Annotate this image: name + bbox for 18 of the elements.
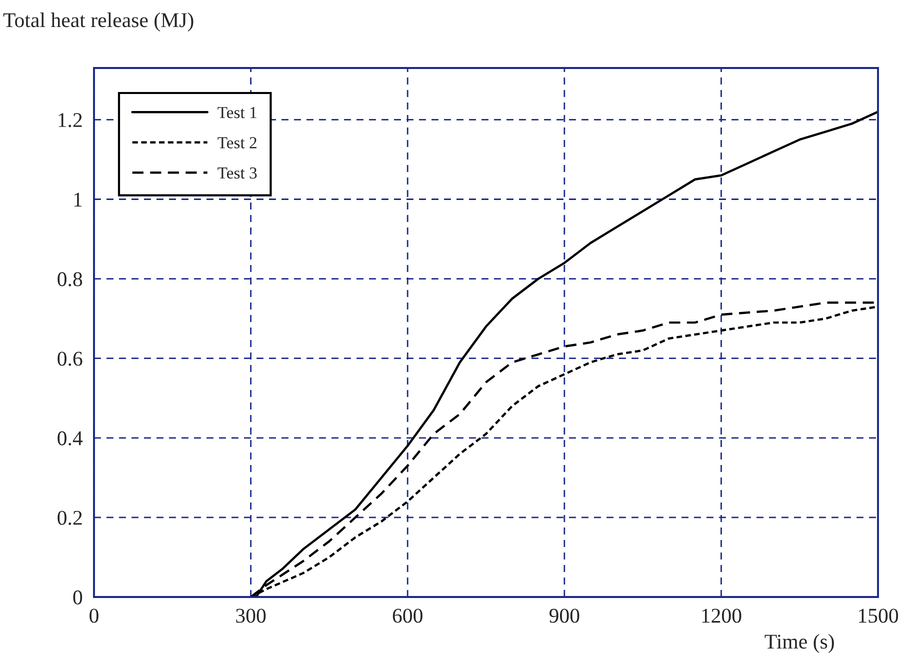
- y-tick-label: 1.2: [58, 113, 82, 128]
- y-tick-label: 0.4: [58, 431, 83, 446]
- y-tick-label: 0.6: [58, 352, 82, 366]
- x-tick-label: 600: [392, 608, 422, 623]
- x-tick-label: 900: [549, 608, 580, 623]
- x-tick-label: 300: [236, 608, 266, 623]
- x-tick-label: 1200: [702, 608, 742, 623]
- y-tick-label: 1: [74, 192, 82, 206]
- y-tick-label: 0: [73, 590, 82, 604]
- y-axis-title: Total heat release (MJ): [3, 12, 194, 32]
- legend-label: Test 2: [218, 137, 256, 148]
- y-tick-label: 0.8: [58, 272, 82, 286]
- y-tick-label: 0.2: [58, 510, 82, 525]
- x-tick-label: 1500: [859, 608, 898, 623]
- x-axis-title: Time (s): [764, 634, 834, 653]
- x-tick-label: 0: [90, 608, 98, 623]
- legend-label: Test 1: [218, 106, 256, 118]
- legend-label: Test 3: [218, 167, 257, 179]
